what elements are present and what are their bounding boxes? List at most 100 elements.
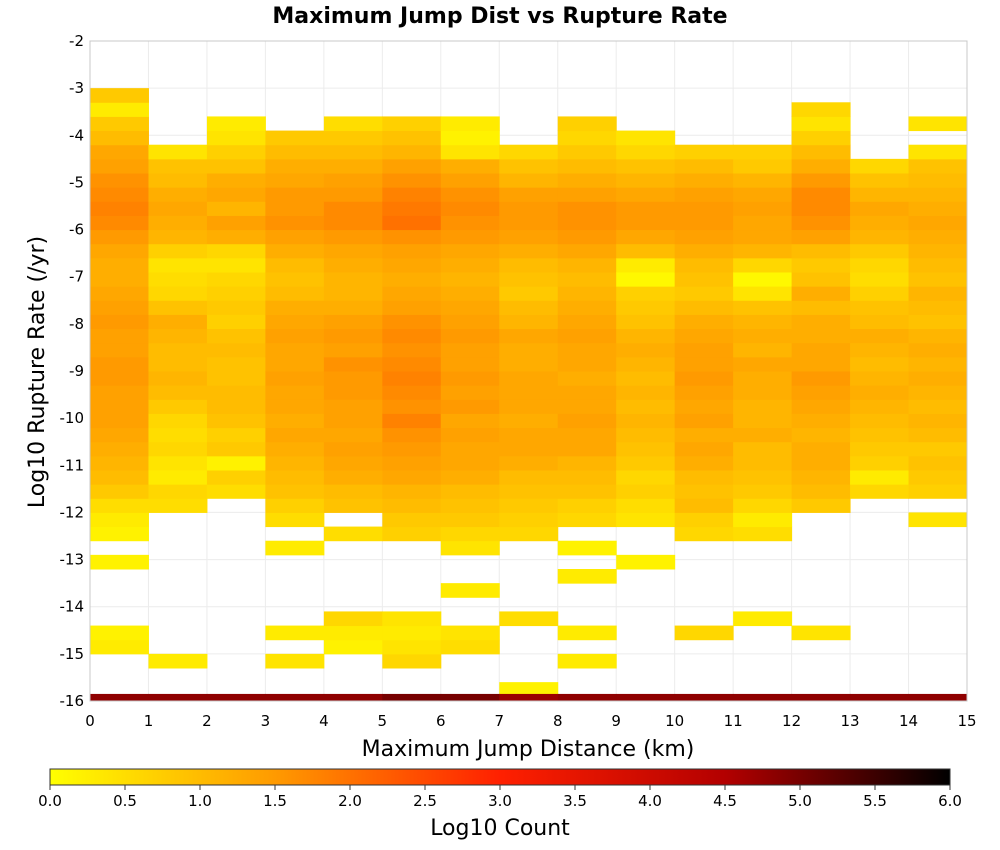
x-tick-label: 8 [553, 712, 563, 730]
heatmap-cell [90, 272, 149, 287]
heatmap-cell [323, 356, 383, 372]
heatmap-cell [148, 314, 208, 330]
heatmap-cell [616, 144, 676, 160]
y-tick-label: -2 [69, 32, 84, 50]
heatmap-cell [148, 427, 208, 443]
heatmap-cell [850, 693, 910, 701]
heatmap-cell [265, 243, 325, 259]
heatmap-cell [733, 215, 793, 231]
heatmap-cell [265, 455, 325, 471]
heatmap-cell [850, 158, 910, 174]
heatmap-cell [850, 441, 910, 457]
heatmap-cell [323, 187, 383, 202]
x-tick-label: 12 [782, 712, 801, 730]
heatmap-cell [908, 427, 968, 443]
heatmap-cell [557, 342, 617, 358]
heatmap-cell [733, 455, 793, 471]
heatmap-cell [265, 399, 325, 414]
heatmap-cell [265, 470, 325, 485]
heatmap-cell [616, 427, 676, 443]
heatmap-cell [265, 144, 325, 160]
heatmap-cell [440, 215, 500, 231]
heatmap-cell [616, 455, 676, 471]
heatmap-cell [908, 272, 968, 287]
heatmap-cell [499, 314, 559, 330]
heatmap-cell [90, 314, 149, 330]
heatmap-cell [674, 371, 734, 386]
heatmap-cell [616, 371, 676, 386]
heatmap-cell [206, 144, 266, 160]
heatmap-cell [733, 371, 793, 386]
heatmap-cell [206, 257, 266, 273]
heatmap-cell [557, 413, 617, 429]
heatmap-cell [850, 371, 910, 386]
heatmap-cell [557, 257, 617, 273]
heatmap-cell [265, 272, 325, 287]
heatmap-cell [616, 512, 676, 528]
heatmap-cell [499, 328, 559, 344]
heatmap-cell [850, 243, 910, 259]
heatmap-cell [791, 314, 851, 330]
heatmap-cell [908, 229, 968, 245]
heatmap-cell [616, 441, 676, 457]
heatmap-cell [206, 158, 266, 174]
heatmap-cell [440, 356, 500, 372]
heatmap-cell [791, 441, 851, 457]
heatmap-cell [850, 427, 910, 443]
heatmap-cell [674, 229, 734, 245]
heatmap-cell [382, 272, 442, 287]
heatmap-cell [382, 653, 442, 669]
x-tick-label: 14 [899, 712, 918, 730]
heatmap-cell [382, 300, 442, 315]
colorbar-tick-label: 3.5 [563, 792, 587, 810]
heatmap-cell [557, 272, 617, 287]
heatmap-cell [382, 413, 442, 429]
y-tick-label: -5 [69, 173, 84, 191]
y-tick-label: -7 [69, 268, 84, 286]
heatmap-cell [850, 272, 910, 287]
heatmap-cell [674, 356, 734, 372]
heatmap-cell [791, 257, 851, 273]
heatmap-cell [148, 300, 208, 315]
heatmap-cell [791, 272, 851, 287]
heatmap-cell [850, 385, 910, 400]
heatmap-cell [382, 526, 442, 542]
heatmap-cell [557, 470, 617, 485]
x-tick-label: 6 [436, 712, 446, 730]
heatmap-cell [616, 243, 676, 259]
heatmap-cell [908, 173, 968, 188]
heatmap-cell [148, 653, 208, 669]
heatmap-cell [733, 201, 793, 216]
heatmap-cell [557, 441, 617, 457]
heatmap-cell [499, 187, 559, 202]
heatmap-cell [206, 314, 266, 330]
colorbar-tick-label: 5.0 [788, 792, 812, 810]
heatmap-cell [323, 385, 383, 400]
colorbar-tick-label: 4.5 [713, 792, 737, 810]
heatmap-cell [440, 342, 500, 358]
heatmap-cell [440, 526, 500, 542]
heatmap-cell [382, 130, 442, 146]
heatmap-cell [206, 286, 266, 301]
heatmap-cell [499, 173, 559, 188]
colorbar-tick-label: 3.0 [488, 792, 512, 810]
heatmap-cell [616, 257, 676, 273]
heatmap-cell [557, 215, 617, 231]
heatmap-cell [791, 201, 851, 216]
heatmap-cell [850, 229, 910, 245]
heatmap-cell [557, 286, 617, 301]
heatmap-cell [206, 130, 266, 146]
heatmap-cell [791, 385, 851, 400]
heatmap-cell [90, 328, 149, 344]
heatmap-cell [440, 385, 500, 400]
heatmap-cell [557, 385, 617, 400]
heatmap-cell [616, 385, 676, 400]
heatmap-cell [908, 116, 968, 132]
heatmap-cell [499, 385, 559, 400]
heatmap-cell [499, 413, 559, 429]
heatmap-cell [733, 243, 793, 259]
heatmap-cell [791, 328, 851, 344]
heatmap-cell [90, 257, 149, 273]
heatmap-cell [850, 257, 910, 273]
